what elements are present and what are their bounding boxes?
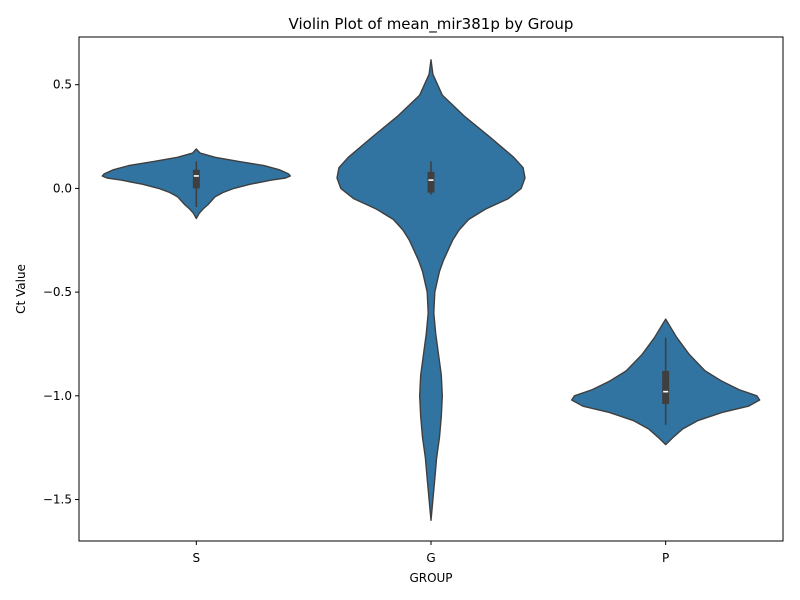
x-tick-label: S xyxy=(193,551,201,565)
x-tick-label: P xyxy=(662,551,669,565)
chart-title: Violin Plot of mean_mir381p by Group xyxy=(289,15,574,34)
violin-G xyxy=(336,59,526,521)
x-axis-label: GROUP xyxy=(409,571,452,585)
y-tick-label: 0.5 xyxy=(53,78,72,92)
y-tick-label: −1.0 xyxy=(43,389,72,403)
plot-area xyxy=(101,59,761,521)
y-axis-label: Ct Value xyxy=(14,264,28,314)
y-tick-label: −0.5 xyxy=(43,285,72,299)
x-tick-label: G xyxy=(426,551,435,565)
y-tick-label: −1.5 xyxy=(43,493,72,507)
iqr-box-S xyxy=(192,169,200,189)
y-axis: 0.5 0.0 −0.5 −1.0 −1.5 xyxy=(43,78,79,507)
iqr-box-G xyxy=(427,171,435,193)
iqr-box-P xyxy=(662,370,670,405)
y-tick-label: 0.0 xyxy=(53,181,72,195)
